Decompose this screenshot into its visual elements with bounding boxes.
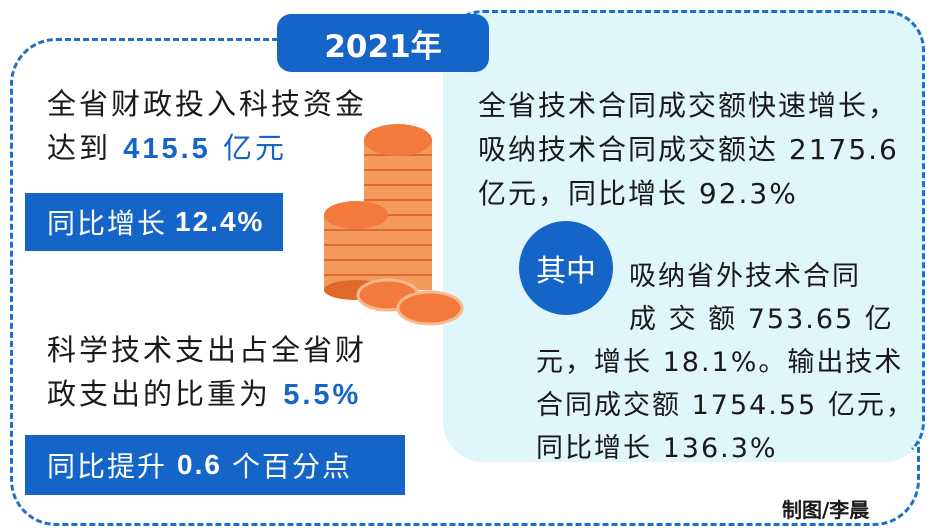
credit-text: 制图/李晨 bbox=[782, 498, 870, 522]
left-top-text: 全省财政投入科技资金 达到 415.5 亿元 bbox=[47, 82, 367, 171]
right-main-text: 全省技术合同成交额快速增长， 吸纳技术合同成交额达 2175.6 亿元，同比增长… bbox=[478, 84, 899, 216]
right-sub1: 吸纳省外技术合同 bbox=[629, 261, 861, 292]
left-bottom-bar-label: 同比提升 bbox=[47, 450, 168, 483]
coin-stack-short bbox=[324, 201, 388, 300]
left-top-bar-value: 12.4% bbox=[175, 206, 265, 237]
left-top-line2-prefix: 达到 bbox=[47, 131, 112, 165]
right-panel-border bbox=[443, 10, 925, 462]
left-bottom-bar-suffix: 个百分点 bbox=[231, 450, 352, 483]
left-top-bar: 同比增长 12.4% bbox=[25, 193, 283, 251]
year-badge: 2021年 bbox=[277, 14, 489, 72]
left-top-value: 415.5 bbox=[123, 133, 211, 165]
right-sub-text: 吸纳省外技术合同 成 交 额 753.65 亿 元，增长 18.1%。输出技术 … bbox=[536, 255, 915, 470]
left-bottom-value: 5.5% bbox=[283, 379, 362, 411]
right-panel bbox=[443, 10, 925, 462]
coin-stack-icon bbox=[324, 124, 464, 326]
right-sub3: 元，增长 18.1%。输出技术 bbox=[536, 347, 904, 378]
left-bottom-text: 科学技术支出占全省财 政支出的比重为 5.5% bbox=[47, 328, 367, 417]
right-sub2: 成 交 额 753.65 亿 bbox=[629, 304, 894, 335]
right-line1: 全省技术合同成交额快速增长， bbox=[478, 89, 899, 122]
left-bottom-line1: 科学技术支出占全省财 bbox=[47, 333, 368, 367]
left-top-bar-label: 同比增长 bbox=[47, 207, 168, 240]
right-line3: 亿元，同比增长 92.3% bbox=[478, 177, 798, 210]
right-sub5: 同比增长 136.3% bbox=[536, 433, 778, 464]
left-top-line1: 全省财政投入科技资金 bbox=[47, 87, 368, 121]
right-sub4: 合同成交额 1754.55 亿元， bbox=[536, 390, 915, 421]
coin-loose-2 bbox=[396, 290, 464, 326]
circle-badge: 其中 bbox=[519, 221, 613, 315]
left-bottom-line2-prefix: 政支出的比重为 bbox=[47, 377, 272, 411]
left-bottom-bar: 同比提升 0.6 个百分点 bbox=[25, 435, 405, 495]
right-line2: 吸纳技术合同成交额达 2175.6 bbox=[478, 133, 899, 166]
left-top-unit: 亿元 bbox=[223, 131, 288, 165]
left-top-line2: 达到 415.5 亿元 bbox=[47, 126, 367, 171]
left-bottom-line2: 政支出的比重为 5.5% bbox=[47, 372, 367, 417]
left-bottom-bar-value: 0.6 bbox=[177, 449, 222, 480]
